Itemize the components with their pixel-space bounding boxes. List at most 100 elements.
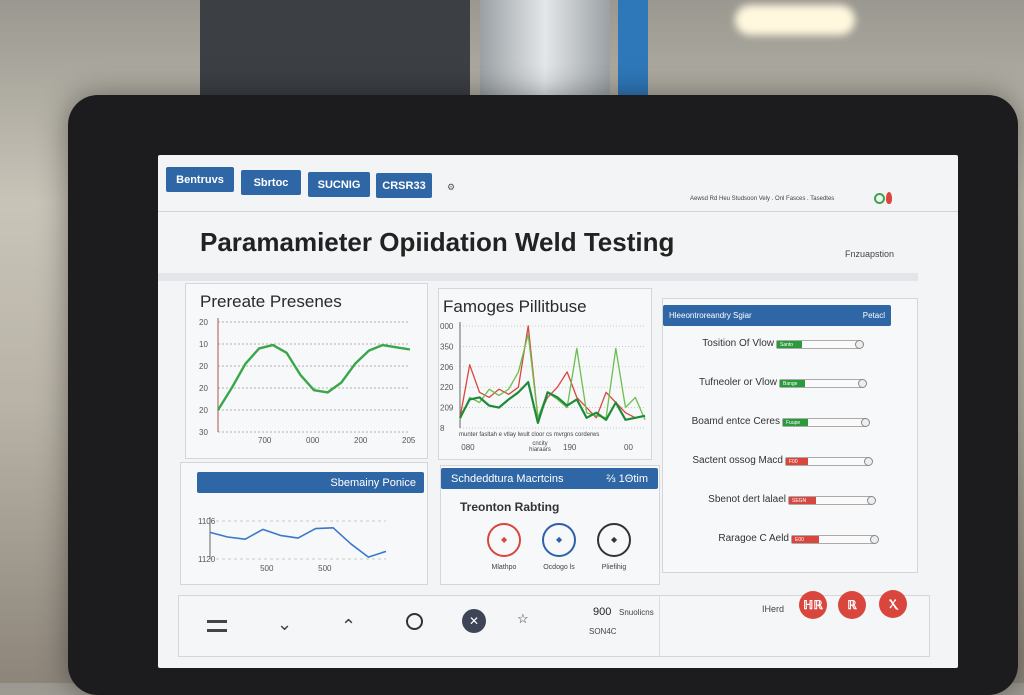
pulse-x-caption: munter fasltah e vtlay lwult cloor cs mv… bbox=[459, 432, 600, 438]
dial-gauge[interactable]: ◆ bbox=[597, 523, 631, 557]
y-tick-label: 10 bbox=[199, 340, 208, 349]
setting-slider-knob[interactable] bbox=[855, 340, 864, 349]
y-tick-label: 209 bbox=[440, 404, 454, 413]
footer-button-1[interactable]: ℝ bbox=[838, 591, 866, 619]
stability-header: Sbemainy Ponice bbox=[197, 472, 424, 493]
pulse-chart: 000 350 206 220 209 8 080 190 00 bbox=[440, 322, 646, 452]
footer-button-2[interactable]: Ⲭ bbox=[879, 590, 907, 618]
series-line-stability bbox=[209, 526, 387, 558]
dial-label: Pliefihig bbox=[601, 564, 627, 571]
setting-slider[interactable]: SEGN bbox=[788, 496, 876, 505]
setting-slider-fill: Santo bbox=[777, 341, 802, 348]
setting-label: Boamd entce Ceres bbox=[691, 416, 780, 427]
x-tick-label: 00 bbox=[624, 443, 633, 452]
footer-bar: ⌄ ⌃ ✕ ☆ 900 Snuolicns SON4C IHerd ℍℝ ℝ Ⲭ bbox=[178, 590, 930, 657]
machine-subtitle: Treonton Rabting bbox=[460, 500, 560, 514]
setting-slider-fill: Fuupe bbox=[783, 419, 808, 426]
setting-slider[interactable]: F00 bbox=[785, 457, 873, 466]
page-title: Paramamieter Opiidation Weld Testing bbox=[200, 227, 675, 257]
y-tick-label: 350 bbox=[440, 342, 454, 351]
tab-2[interactable]: SUCNIG bbox=[308, 172, 370, 197]
setting-label: Tufneoler or Vlow bbox=[699, 377, 777, 388]
machine-header-title: Schdeddtura Macrtcins bbox=[451, 472, 564, 485]
x-tick-label: 700 bbox=[258, 436, 272, 445]
dial-needle-icon: ◆ bbox=[501, 535, 508, 544]
setting-slider-knob[interactable] bbox=[861, 418, 870, 427]
screen: Bentruvs Sbrtoc SUCNIG CRSR33 ⚙ Aewsd Rd… bbox=[158, 155, 958, 668]
circle-icon[interactable] bbox=[406, 613, 423, 630]
background-machine bbox=[200, 0, 470, 100]
tab-1[interactable]: Sbrtoc bbox=[241, 170, 301, 195]
y-tick-label: 20 bbox=[199, 384, 208, 393]
y-tick-label: 20 bbox=[199, 362, 208, 371]
footer-value: 900 bbox=[593, 606, 612, 618]
series-line-red bbox=[459, 325, 646, 419]
setting-slider[interactable]: Fuupe bbox=[782, 418, 870, 427]
settings-panel: Hleeontroreandry Sgiar Petacl Tosition O… bbox=[662, 298, 918, 573]
setting-slider-knob[interactable] bbox=[858, 379, 867, 388]
setting-slider[interactable]: Bange bbox=[779, 379, 867, 388]
setting-slider[interactable]: E00 bbox=[791, 535, 879, 544]
setting-slider-fill: F00 bbox=[786, 458, 809, 465]
series-line-dark-green bbox=[459, 380, 646, 425]
footer-divider bbox=[659, 596, 660, 656]
setting-slider-fill: SEGN bbox=[789, 497, 816, 504]
settings-header-title: Hleeontroreandry Sgiar bbox=[669, 311, 752, 320]
setting-slider[interactable]: Santo bbox=[776, 340, 864, 349]
y-tick-label: 8 bbox=[440, 424, 445, 433]
setting-slider-fill: Bange bbox=[780, 380, 805, 387]
pulse-x-subcaption: cncity hiaraars bbox=[529, 441, 551, 453]
machine-header-value: ⅔ 1Θtim bbox=[606, 472, 648, 485]
footer-right-label: IHerd bbox=[762, 604, 785, 614]
x-tick-label: 205 bbox=[402, 436, 416, 445]
settings-header-action[interactable]: Petacl bbox=[862, 311, 885, 320]
setting-label: Sbenot dert lalael bbox=[708, 494, 786, 505]
footer-sub: SON4C bbox=[589, 627, 617, 636]
close-icon[interactable]: ✕ bbox=[462, 609, 486, 633]
y-tick-label: 1106 bbox=[198, 517, 216, 526]
machine-header: Schdeddtura Macrtcins ⅔ 1Θtim bbox=[441, 468, 658, 489]
tab-0[interactable]: Bentruvs bbox=[166, 167, 234, 192]
chevron-down-icon[interactable]: ⌄ bbox=[277, 614, 293, 634]
y-tick-label: 000 bbox=[440, 322, 454, 331]
x-tick-label: 500 bbox=[260, 564, 274, 573]
dial-label: Ocdogo ls bbox=[543, 564, 575, 571]
dial-needle-icon: ◆ bbox=[556, 535, 563, 544]
background-pipe bbox=[480, 0, 610, 110]
dial-needle-icon: ◆ bbox=[611, 535, 618, 544]
status-ok-icon bbox=[874, 193, 885, 204]
setting-label: Raragoe C Aeld bbox=[718, 533, 789, 544]
dial-gauge[interactable]: ◆ bbox=[542, 523, 576, 557]
x-tick-label: 000 bbox=[306, 436, 320, 445]
background-light bbox=[735, 5, 855, 35]
y-tick-label: 20 bbox=[199, 406, 208, 415]
setting-slider-knob[interactable] bbox=[870, 535, 879, 544]
setting-slider-knob[interactable] bbox=[864, 457, 873, 466]
footer-button-0[interactable]: ℍℝ bbox=[799, 591, 827, 619]
y-tick-label: 20 bbox=[199, 318, 208, 327]
grid-menu-icon[interactable] bbox=[207, 620, 227, 632]
page-subtitle: Fnzuapstion bbox=[845, 249, 895, 259]
settings-icon[interactable]: ⚙ bbox=[447, 182, 456, 192]
setting-label: Sactent ossog Macd bbox=[692, 455, 783, 466]
machine-panel: Schdeddtura Macrtcins ⅔ 1Θtim Treonton R… bbox=[440, 465, 660, 585]
stability-chart: 1106 1120 500 500 bbox=[198, 517, 387, 573]
setting-slider-knob[interactable] bbox=[867, 496, 876, 505]
dial-label: Mlathpo bbox=[491, 564, 517, 571]
tab-3[interactable]: CRSR33 bbox=[376, 173, 432, 198]
header-divider bbox=[158, 211, 958, 212]
stability-panel: Sbemainy Ponice bbox=[180, 462, 428, 585]
status-text: Aewsd Rd Heu Studsoon Vely . Onl Fasces … bbox=[690, 196, 835, 202]
footer-value-label: Snuolicns bbox=[619, 608, 654, 617]
x-tick-label: 080 bbox=[461, 443, 475, 452]
star-icon[interactable]: ☆ bbox=[517, 611, 529, 626]
setting-slider-fill: E00 bbox=[792, 536, 819, 543]
pulse-title: Famoges Pillitbuse bbox=[443, 297, 587, 316]
x-tick-label: 190 bbox=[563, 443, 577, 452]
setting-label: Tosition Of Vlow bbox=[702, 338, 774, 349]
y-tick-label: 30 bbox=[199, 428, 208, 437]
settings-header: Hleeontroreandry Sgiar Petacl bbox=[663, 305, 891, 326]
chevron-up-icon[interactable]: ⌃ bbox=[341, 616, 357, 636]
dial-gauge[interactable]: ◆ bbox=[487, 523, 521, 557]
y-tick-label: 1120 bbox=[198, 555, 216, 564]
